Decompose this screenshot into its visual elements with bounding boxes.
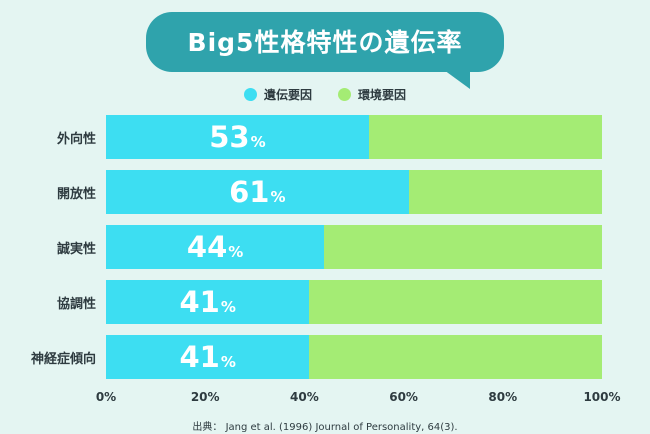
x-axis: 0% 20% 40% 60% 80% 100% [96,390,621,406]
category-label: 協調性 [56,296,96,312]
environment-bar [368,115,602,159]
legend: 遺伝要因 環境要因 [0,86,650,103]
category-label: 誠実性 [56,241,96,257]
source-citation: 出典： Jang et al. (1996) Journal of Person… [192,422,458,433]
legend-environment-label: 環境要因 [358,88,407,102]
environment-bar [309,335,602,379]
genetic-bar: 53% [106,115,369,159]
title-bubble: Big5性格特性の遺伝率 [145,12,505,89]
genetic-bar: 41% [106,335,310,379]
value-label: 53% [209,119,266,154]
stacked-bar: 61% [106,170,602,214]
bar-row: 外向性 53% [14,115,602,159]
axis-tick: 0% [95,390,117,404]
axis-tick: 100% [583,390,621,404]
environment-bar [309,280,602,324]
stacked-bar: 44% [106,225,602,269]
bar-chart: 外向性 53% 開放性 61% 誠実性 44% [0,111,650,379]
axis-tick: 40% [290,390,319,404]
category-label: 開放性 [56,186,96,202]
axis-tick: 20% [190,390,220,404]
axis-tick: 60% [389,390,418,404]
stacked-bar: 41% [106,280,602,324]
value-label: 44% [186,229,244,264]
bar-row: 協調性 41% [14,280,602,324]
stacked-bar: 41% [106,335,602,379]
axis-tick: 80% [488,390,518,404]
value-label: 41% [179,284,236,319]
title-bubble-wrap: Big5性格特性の遺伝率 [0,0,650,89]
stacked-bar: 53% [106,115,602,159]
value-label: 61% [229,174,286,209]
genetic-color-dot-icon [243,88,257,101]
environment-bar [408,170,602,214]
legend-genetic-label: 遺伝要因 [263,88,312,102]
genetic-bar: 61% [106,170,409,214]
value-label: 41% [179,339,236,374]
environment-color-dot-icon [338,88,351,101]
page-title: Big5性格特性の遺伝率 [187,28,463,57]
bar-row: 開放性 61% [14,170,602,214]
bar-row: 神経症傾向 41% [14,335,602,379]
bar-row: 誠実性 44% [14,225,602,269]
legend-item-genetic: 遺伝要因 [243,86,312,103]
category-label: 神経症傾向 [30,351,96,367]
genetic-bar: 41% [106,280,310,324]
category-label: 外向性 [56,131,96,147]
genetic-bar: 44% [106,225,325,269]
environment-bar [324,225,602,269]
legend-item-environment: 環境要因 [338,86,406,103]
